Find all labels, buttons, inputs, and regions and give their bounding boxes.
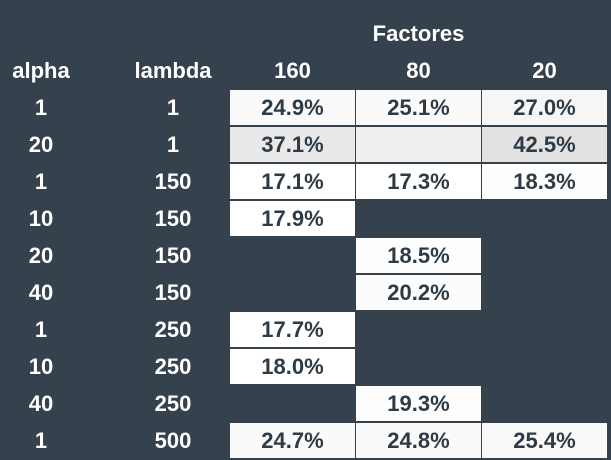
result-cell: 20.2% — [356, 275, 481, 310]
result-cell: 17.9% — [230, 201, 355, 236]
result-cell: 17.1% — [230, 164, 355, 199]
result-cell: 18.3% — [482, 164, 607, 199]
result-cell — [230, 238, 355, 273]
result-cell — [230, 386, 355, 421]
alpha-cell: 1 — [34, 168, 48, 194]
result-cell: 24.7% — [230, 423, 355, 458]
alpha-cell: 1 — [34, 94, 48, 120]
lambda-cell: 500 — [154, 427, 192, 453]
result-cell: 25.1% — [356, 90, 481, 125]
result-cell — [356, 312, 481, 347]
column-header-factor-80: 80 — [406, 57, 431, 83]
result-cell: 27.0% — [482, 90, 607, 125]
lambda-cell: 1 — [166, 94, 180, 120]
result-cell — [230, 275, 355, 310]
column-header-alpha: alpha — [12, 57, 70, 83]
result-cell — [482, 201, 607, 236]
result-cell — [356, 349, 481, 384]
alpha-cell: 40 — [28, 390, 54, 416]
result-cell — [482, 238, 607, 273]
column-header-factor-20: 20 — [532, 57, 557, 83]
column-header-factor-160: 160 — [274, 57, 311, 83]
result-cell — [356, 127, 481, 162]
result-cell: 19.3% — [356, 386, 481, 421]
result-cell — [482, 386, 607, 421]
result-cell: 42.5% — [482, 127, 607, 162]
alpha-cell: 1 — [34, 427, 48, 453]
result-cell: 17.7% — [230, 312, 355, 347]
result-cell: 18.0% — [230, 349, 355, 384]
alpha-cell: 10 — [28, 205, 54, 231]
result-cell — [482, 349, 607, 384]
factors-group-header: Factores — [372, 20, 465, 46]
alpha-cell: 40 — [28, 279, 54, 305]
alpha-cell: 1 — [34, 316, 48, 342]
alpha-cell: 20 — [28, 242, 54, 268]
lambda-cell: 1 — [166, 131, 180, 157]
alpha-cell: 20 — [28, 131, 54, 157]
result-cell — [482, 275, 607, 310]
lambda-cell: 150 — [154, 168, 192, 194]
column-header-lambda: lambda — [134, 57, 212, 83]
result-cell: 18.5% — [356, 238, 481, 273]
result-cell: 24.9% — [230, 90, 355, 125]
result-cell: 24.8% — [356, 423, 481, 458]
lambda-cell: 250 — [154, 390, 192, 416]
lambda-cell: 150 — [154, 205, 192, 231]
result-cell — [356, 201, 481, 236]
result-cell: 17.3% — [356, 164, 481, 199]
lambda-cell: 150 — [154, 279, 192, 305]
lambda-cell: 250 — [154, 353, 192, 379]
result-cell — [482, 312, 607, 347]
alpha-cell: 10 — [28, 353, 54, 379]
lambda-cell: 250 — [154, 316, 192, 342]
lambda-cell: 150 — [154, 242, 192, 268]
result-cell: 25.4% — [482, 423, 607, 458]
result-cell: 37.1% — [230, 127, 355, 162]
